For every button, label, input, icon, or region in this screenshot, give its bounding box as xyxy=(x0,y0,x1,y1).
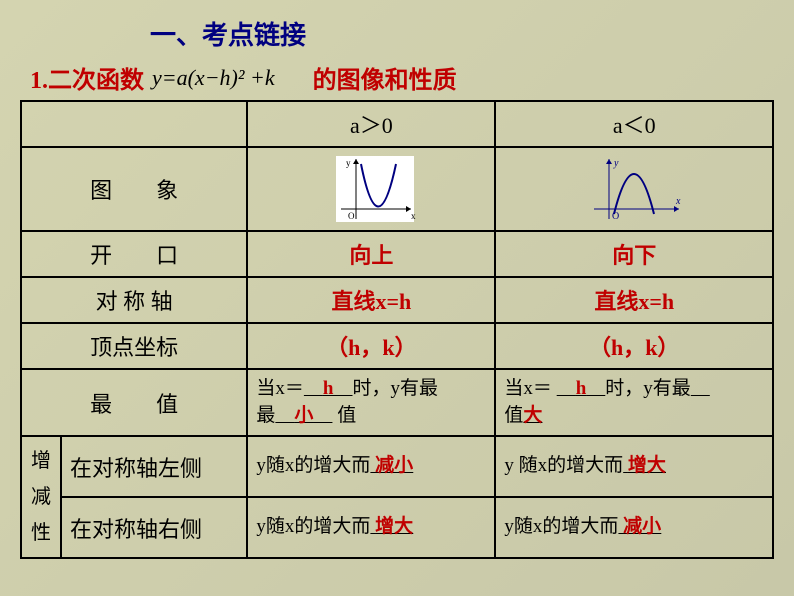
down-parabola-icon: x y O xyxy=(584,154,684,224)
left-side-label: 在对称轴左侧 xyxy=(61,436,247,497)
table-row: 增减性 在对称轴左侧 y随x的增大而 减小 y 随x的增大而 增大 xyxy=(21,436,773,497)
axis-col3: 直线x=h xyxy=(495,277,773,323)
fill-max: 大 xyxy=(523,405,542,426)
empty-header xyxy=(21,101,247,147)
vertex-label: 顶点坐标 xyxy=(21,323,247,369)
table-row: 最 值 当x＝ h 时，y有最最 小 值 当x＝ h 时，y有最 值大 xyxy=(21,369,773,436)
fill-min: 小 xyxy=(294,405,313,426)
svg-text:x: x xyxy=(411,211,416,221)
text-part: y随x的增大而 xyxy=(256,516,370,537)
extremum-label: 最 值 xyxy=(21,369,247,436)
table-row: 对 称 轴 直线x=h 直线x=h xyxy=(21,277,773,323)
subtitle: 1.二次函数 y=a(x−h)² +k 的图像和性质 xyxy=(0,52,794,95)
text-part: y随x的增大而 xyxy=(256,455,370,476)
down-parabola-cell: x y O xyxy=(495,147,773,231)
up-parabola-icon: x y O xyxy=(326,154,416,224)
table-row: 开 口 向上 向下 xyxy=(21,231,773,277)
col3-header: a＜0 xyxy=(495,101,773,147)
vertex-col3: （h，k） xyxy=(495,323,773,369)
fill-increase: 增大 xyxy=(628,455,666,476)
mono-left-col3: y 随x的增大而 增大 xyxy=(495,436,773,497)
main-title: 一、考点链接 xyxy=(150,15,794,52)
axis-col2: 直线x=h xyxy=(247,277,495,323)
up-parabola-cell: x y O xyxy=(247,147,495,231)
fill-h: h xyxy=(323,378,334,399)
mono-right-col2: y随x的增大而 增大 xyxy=(247,497,495,558)
text-part: y随x的增大而 xyxy=(504,516,618,537)
svg-text:O: O xyxy=(348,211,355,221)
svg-text:O: O xyxy=(612,211,619,222)
extremum-col2: 当x＝ h 时，y有最最 小 值 xyxy=(247,369,495,436)
table-row: 顶点坐标 （h，k） （h，k） xyxy=(21,323,773,369)
subtitle-suffix: 的图像和性质 xyxy=(313,60,457,95)
opening-col2: 向上 xyxy=(247,231,495,277)
properties-table: a＞0 a＜0 图 象 x y O x xyxy=(20,100,774,559)
svg-text:y: y xyxy=(613,158,619,169)
text-part: 值 xyxy=(504,405,523,426)
opening-col3: 向下 xyxy=(495,231,773,277)
subtitle-prefix: 1.二次函数 xyxy=(30,60,144,95)
table-row: 在对称轴右侧 y随x的增大而 增大 y随x的增大而 减小 xyxy=(21,497,773,558)
table-row: a＞0 a＜0 xyxy=(21,101,773,147)
text-part: 最 xyxy=(256,405,275,426)
svg-text:y: y xyxy=(346,158,351,168)
text-part: 当x＝ xyxy=(504,378,556,399)
fill-decrease2: 减小 xyxy=(623,516,661,537)
monotone-label: 增减性 xyxy=(21,436,61,558)
fill-h2: h xyxy=(576,378,587,399)
mono-right-col3: y随x的增大而 减小 xyxy=(495,497,773,558)
text-part: y 随x的增大而 xyxy=(504,455,623,476)
extremum-col3: 当x＝ h 时，y有最 值大 xyxy=(495,369,773,436)
vertex-col2: （h，k） xyxy=(247,323,495,369)
mono-left-col2: y随x的增大而 减小 xyxy=(247,436,495,497)
formula: y=a(x−h)² +k xyxy=(152,65,275,91)
text-part: 值 xyxy=(332,405,356,426)
table-row: 图 象 x y O x y O xyxy=(21,147,773,231)
opening-label: 开 口 xyxy=(21,231,247,277)
col2-header: a＞0 xyxy=(247,101,495,147)
svg-text:x: x xyxy=(675,196,681,207)
axis-label: 对 称 轴 xyxy=(21,277,247,323)
text-part: 时，y有最 xyxy=(605,378,691,399)
text-part: 当x＝ xyxy=(256,378,304,399)
fill-decrease: 减小 xyxy=(375,455,413,476)
text-part: 时，y有最 xyxy=(353,378,439,399)
right-side-label: 在对称轴右侧 xyxy=(61,497,247,558)
graph-label: 图 象 xyxy=(21,147,247,231)
fill-increase2: 增大 xyxy=(375,516,413,537)
